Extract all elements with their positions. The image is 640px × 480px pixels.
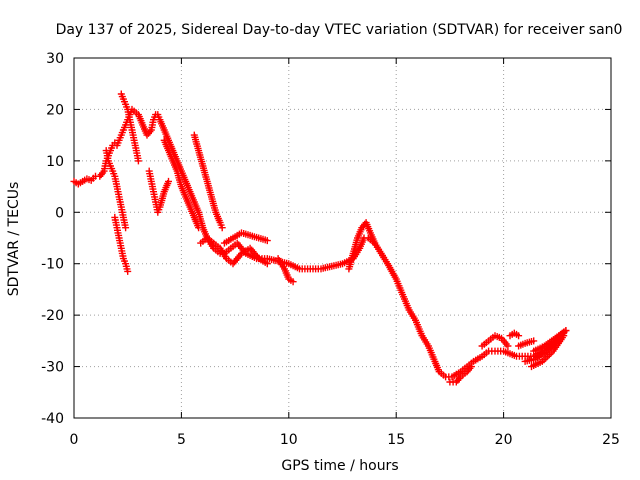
data-point-arc-D <box>165 177 172 185</box>
data-point-arc-J <box>371 239 379 247</box>
data-points <box>70 90 570 386</box>
y-tick-label: -10 <box>41 257 64 273</box>
data-point-arc-B <box>124 267 132 275</box>
data-point-arc-I <box>289 278 297 286</box>
data-point-arc-G <box>263 260 271 268</box>
x-tick-label: 10 <box>280 432 298 448</box>
data-point-arc-P <box>560 332 568 340</box>
y-axis-label: SDTVAR / TECUs <box>6 182 22 297</box>
y-tick-label: -30 <box>41 360 64 376</box>
x-tick-label: 5 <box>177 432 186 448</box>
x-tick-label: 15 <box>387 432 405 448</box>
data-point-arc-C <box>134 157 142 165</box>
y-tick-label: -40 <box>41 411 64 427</box>
data-point-arc-H <box>263 237 271 245</box>
data-point-arc-A <box>122 224 130 232</box>
data-point-arc-K <box>467 363 475 371</box>
y-tick-label: 20 <box>46 102 64 118</box>
grid-lines <box>74 58 611 418</box>
data-point-arc-O <box>562 327 570 335</box>
data-point-arc-E <box>195 224 203 232</box>
data-point-arc-F <box>218 224 226 232</box>
data-point-arc-M <box>515 332 523 340</box>
y-tick-label: -20 <box>41 308 64 324</box>
axis-ticks: 0 5 10 15 20 25 -40 -30 -20 -10 0 10 20 30 <box>41 51 620 448</box>
x-tick-label: 25 <box>602 432 620 448</box>
y-tick-label: 10 <box>46 154 64 170</box>
data-point-arc-Q <box>530 337 538 345</box>
x-axis-label: GPS time / hours <box>281 458 398 474</box>
x-tick-label: 20 <box>495 432 513 448</box>
data-point-arc-L <box>504 342 512 350</box>
plot-frame <box>73 57 612 419</box>
x-tick-label: 0 <box>70 432 79 448</box>
y-tick-label: 0 <box>55 205 64 221</box>
chart-title: Day 137 of 2025, Sidereal Day-to-day VTE… <box>56 22 623 38</box>
y-tick-label: 30 <box>46 51 64 67</box>
